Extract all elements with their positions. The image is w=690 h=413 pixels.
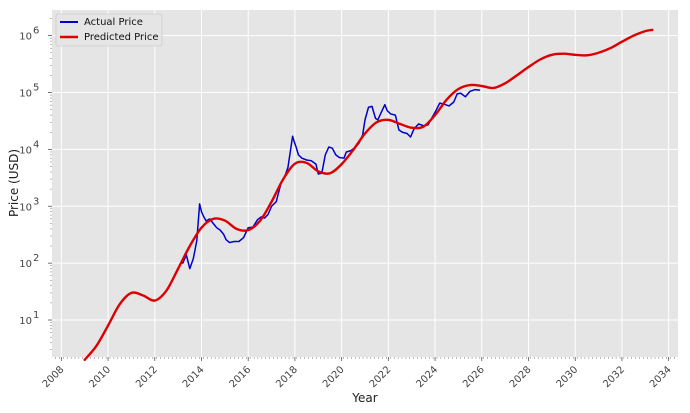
x-tick-label: 2022 — [368, 364, 394, 390]
y-tick-exponent: 2 — [33, 253, 39, 264]
x-axis-label: Year — [351, 391, 377, 405]
legend: Actual Price Predicted Price — [55, 13, 163, 47]
y-tick-label: 10 — [19, 202, 32, 213]
y-tick-exponent: 6 — [33, 26, 39, 37]
y-tick-exponent: 1 — [33, 310, 39, 321]
x-tick-label: 2008 — [41, 364, 67, 390]
legend-box — [55, 13, 163, 47]
series-line-actual-price — [182, 88, 481, 270]
y-tick-label: 10 — [19, 145, 32, 156]
x-axis-ticks: 2008 2010 2012 2014 2016 2018 2020 2022 2024 2026… — [41, 357, 674, 390]
y-tick-exponent: 5 — [33, 82, 39, 93]
x-tick-label: 2024 — [414, 364, 440, 390]
series-layer — [83, 28, 654, 361]
x-tick-label: 2034 — [648, 364, 674, 390]
x-tick-label: 2018 — [274, 364, 300, 390]
x-tick-label: 2020 — [321, 364, 347, 390]
x-tick-label: 2012 — [134, 364, 160, 390]
y-tick-exponent: 3 — [33, 196, 39, 207]
x-tick-label: 2026 — [461, 364, 487, 390]
x-tick-label: 2030 — [555, 364, 581, 390]
y-tick-label: 10 — [19, 316, 32, 327]
minor-ticks — [50, 18, 675, 359]
x-tick-label: 2010 — [87, 364, 113, 390]
x-tick-label: 2014 — [181, 364, 207, 390]
x-tick-label: 2016 — [228, 364, 254, 390]
series-line-predicted-price — [83, 28, 654, 361]
y-axis-label: Price (USD) — [7, 149, 21, 217]
legend-label-actual: Actual Price — [84, 17, 143, 28]
y-tick-label: 10 — [19, 88, 32, 99]
x-tick-label: 2028 — [508, 364, 534, 390]
y-tick-exponent: 4 — [33, 139, 39, 150]
y-tick-label: 10 — [19, 32, 32, 43]
y-tick-label: 10 — [19, 259, 32, 270]
x-tick-label: 2032 — [601, 364, 627, 390]
legend-label-predicted: Predicted Price — [84, 32, 159, 43]
plot-background — [52, 10, 678, 357]
